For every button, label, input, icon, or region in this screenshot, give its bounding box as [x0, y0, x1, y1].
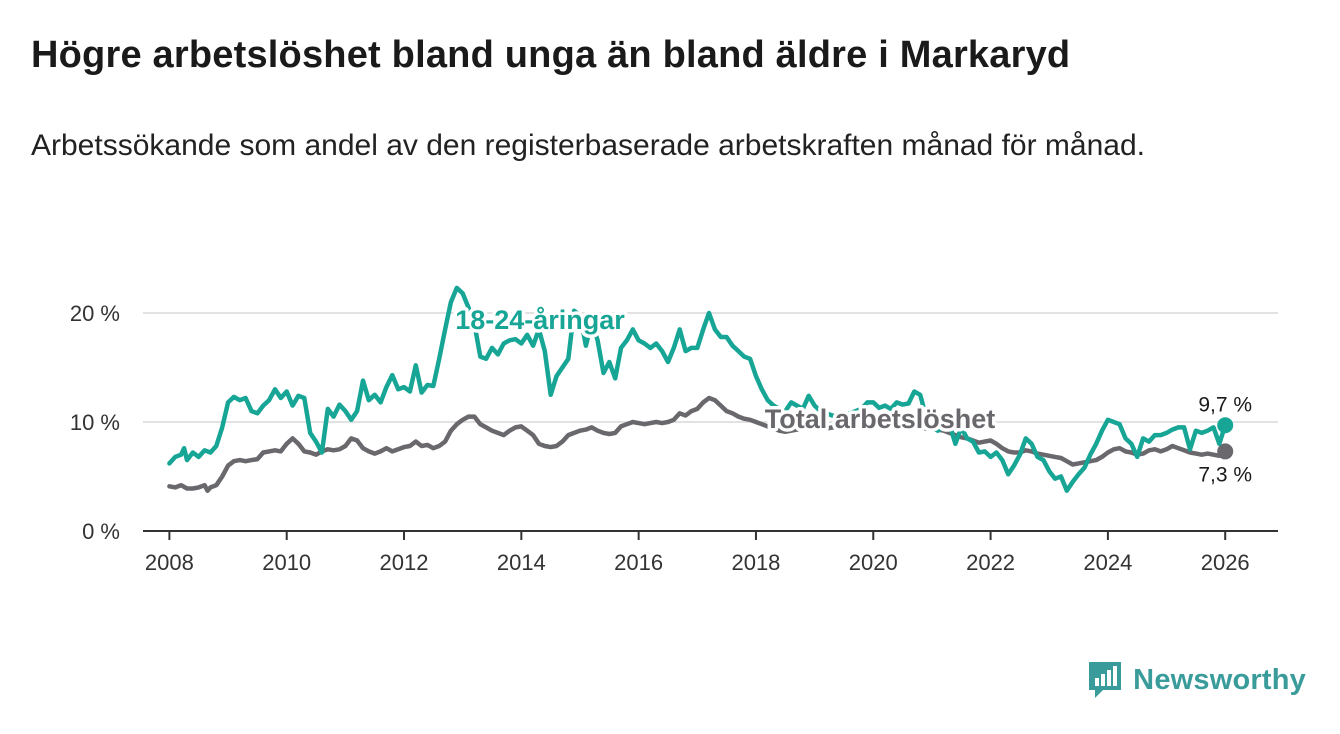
y-tick-label: 20 % — [70, 301, 120, 326]
series-lines — [167, 285, 1234, 493]
x-tick-label: 2010 — [262, 550, 311, 575]
x-tick-label: 2026 — [1201, 550, 1250, 575]
series-labels: 9,7 %7,3 %18-24-åringar18-24-åringarTota… — [452, 302, 1252, 487]
series-label-youth: 18-24-åringar — [455, 305, 625, 335]
x-tick-label: 2020 — [849, 550, 898, 575]
series-label-total: Total arbetslöshet — [765, 404, 996, 434]
series-label-youth-halo: 18-24-åringar — [455, 305, 625, 335]
brand-name: Newsworthy — [1133, 663, 1306, 696]
y-tick-label: 10 % — [70, 410, 120, 435]
x-tick-label: 2012 — [380, 550, 429, 575]
x-tick-label: 2016 — [614, 550, 663, 575]
grid-lines — [143, 312, 1278, 423]
series-line-total — [167, 395, 1228, 493]
end-label-total: 7,3 % — [1198, 463, 1252, 486]
x-tick-label: 2022 — [966, 550, 1015, 575]
end-label-youth: 9,7 % — [1198, 393, 1252, 416]
series-end-point — [1217, 443, 1234, 460]
series-line-youth — [167, 285, 1228, 493]
newsworthy-logo-icon — [1089, 662, 1122, 698]
x-tick-label: 2024 — [1083, 550, 1132, 575]
chart-title: Högre arbetslöshet bland unga än bland ä… — [31, 34, 1071, 76]
axes: 0 % 10 % 20 % 2008 2010 2012 2014 2016 2018 2020 2… — [70, 301, 1278, 575]
x-tick-label: 2018 — [731, 550, 780, 575]
series-end-point — [1217, 417, 1234, 434]
newsworthy-logo: Newsworthy — [1087, 660, 1306, 700]
x-tick-label: 2008 — [145, 550, 194, 575]
y-tick-label: 0 % — [82, 519, 120, 544]
series-label-total-halo: Total arbetslöshet — [765, 404, 996, 434]
x-tick-label: 2014 — [497, 550, 546, 575]
chart-subtitle: Arbetssökande som andel av den registerb… — [31, 129, 1145, 162]
